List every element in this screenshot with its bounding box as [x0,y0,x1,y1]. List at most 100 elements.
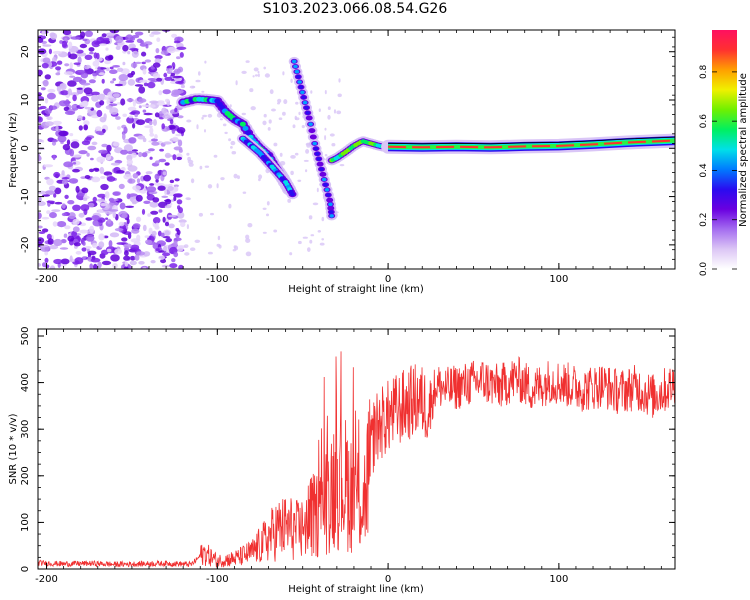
noise-blob [46,210,51,215]
snr-x-axis-label: Height of straight line (km) [288,584,424,595]
ridge-core [294,69,300,74]
noise-blob [118,221,125,227]
noise-blob [135,61,142,65]
ridge-core [313,146,319,151]
noise-blob [167,214,177,218]
noise-blob [67,200,75,205]
noise-blob [161,107,167,114]
ridge-core [320,172,326,177]
noise-blob [80,204,90,212]
noise-blob [38,231,46,235]
noise-blob [136,234,141,241]
noise-blob [158,158,167,163]
y-tick-label: 500 [20,326,31,345]
noise-blob [134,254,140,261]
speckle [298,111,301,116]
speckle [247,223,253,228]
speckle [199,165,203,170]
noise-blob [84,30,93,37]
noise-blob [155,178,159,183]
noise-blob [149,156,153,160]
noise-blob [128,43,136,50]
noise-blob [99,100,105,106]
noise-blob [132,201,137,205]
noise-blob [108,240,113,248]
noise-blob [38,111,41,116]
noise-blob [143,112,153,116]
noise-blob [45,121,54,127]
noise-blob [110,254,120,262]
speckle [301,125,305,129]
noise-blob [132,123,136,129]
speckle [292,124,296,129]
speckle [210,212,214,216]
noise-blob [143,200,151,204]
noise-blob [71,139,80,143]
noise-blob [96,109,103,118]
noise-blob [147,81,156,89]
speckle [333,109,337,114]
noise-blob [143,251,151,257]
speckle [257,70,260,74]
noise-blob [127,106,137,111]
noise-blob [164,205,172,209]
noise-blob [136,216,142,222]
noise-blob [55,125,59,132]
noise-blob [72,168,80,173]
noise-blob [43,164,54,168]
speckle [235,80,238,86]
noise-blob [97,93,106,101]
noise-blob [149,183,155,186]
noise-blob [131,228,140,234]
noise-blob [72,76,83,82]
colorbar-tick-label: 0.6 [699,114,709,129]
noise-blob [134,113,138,118]
noise-blob [105,67,110,72]
noise-blob [138,151,143,158]
noise-blob [180,84,185,89]
speckle [189,85,196,89]
noise-blob [149,127,154,134]
noise-blob [144,59,152,63]
y-tick-label: 0 [20,145,31,151]
noise-blob [155,248,160,252]
noise-blob [151,138,158,142]
noise-blob [94,168,100,172]
noise-blob [68,212,76,220]
noise-blob [135,119,146,126]
noise-blob [115,45,121,51]
spectrogram-y-axis-label: Frequency (Hz) [8,112,19,188]
noise-blob [89,263,93,269]
noise-blob [176,56,181,60]
noise-blob [131,152,137,158]
snr-panel: -200 -100 0 100 0 100 200 300 400 500 Height of s… [8,326,676,595]
noise-blob [162,114,171,119]
noise-blob [44,74,51,80]
noise-blob [151,141,160,146]
noise-blob [58,130,68,137]
noise-blob [115,35,124,44]
noise-blob [38,69,43,76]
ridge-core [328,202,333,207]
noise-blob [114,228,124,232]
noise-blob [42,57,51,64]
ridge-core [239,121,246,127]
noise-blob [66,139,71,146]
noise-blob [164,162,170,166]
noise-blob [177,205,181,210]
speckle [266,213,269,217]
noise-blob [143,174,152,182]
speckle [195,79,201,83]
speckle [245,234,250,240]
y-tick-label: -10 [20,188,31,204]
noise-blob [141,51,147,57]
noise-blob [154,112,160,118]
noise-blob [118,183,125,190]
noise-blob [121,237,128,242]
speckle [198,212,203,217]
colorbar-tick-label: 0.4 [699,163,709,178]
noise-blob [149,120,153,126]
noise-blob [174,107,178,113]
speckle [201,116,204,120]
noise-blob [163,141,172,145]
